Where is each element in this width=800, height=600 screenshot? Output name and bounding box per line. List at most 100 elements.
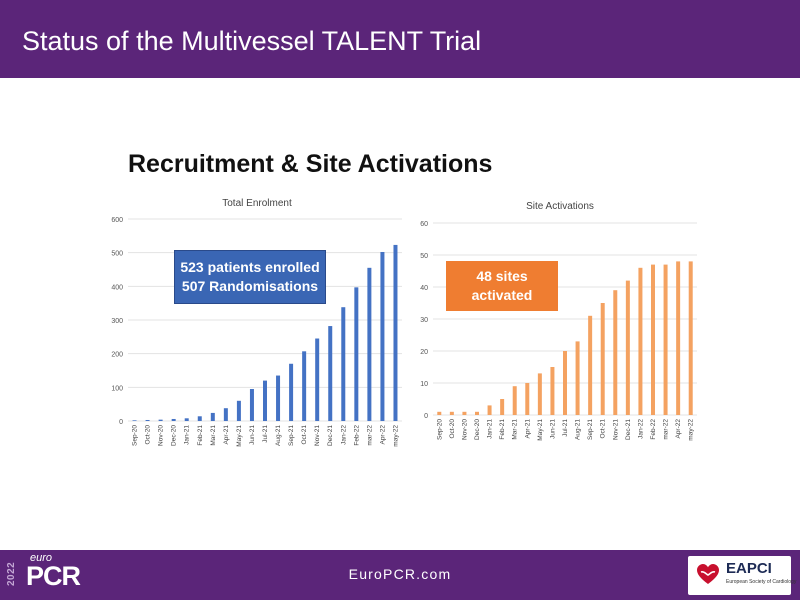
eapci-subtitle: European Society of Cardiology xyxy=(726,579,797,585)
x-tick-label: Mar-21 xyxy=(210,425,217,446)
bar xyxy=(145,419,150,421)
logo-year: 2022 xyxy=(6,561,17,587)
eapci-logo: EAPCI European Society of Cardiology xyxy=(688,556,796,595)
sites-callout-line1: 48 sites xyxy=(476,268,528,284)
bar xyxy=(487,405,492,415)
site-activations-svg: Site Activations 0 10 20 30 40 50 60 Sep-20 Oct-2… xyxy=(420,201,697,441)
footer-bar: EuroPCR.com xyxy=(0,550,800,600)
bar xyxy=(302,351,307,421)
bar xyxy=(328,326,333,421)
bar xyxy=(158,419,163,421)
bar xyxy=(613,290,618,415)
bar xyxy=(437,411,442,415)
bar xyxy=(249,389,254,421)
bar xyxy=(575,341,580,415)
y-tick-label: 20 xyxy=(420,349,428,356)
x-tick-label: Oct-21 xyxy=(301,425,308,445)
sites-callout-line2: activated xyxy=(471,287,533,303)
total-enrolment-chart: Total Enrolment 0 100 200 300 400 500 600 Sep-20… xyxy=(95,192,415,464)
bar xyxy=(475,411,479,415)
x-tick-label: Nov-21 xyxy=(612,419,619,440)
logo-euro-text: euro xyxy=(30,552,53,564)
bar xyxy=(210,412,215,421)
enrolment-callout-line1: 523 patients enrolled xyxy=(180,259,320,275)
bar xyxy=(276,375,281,421)
x-tick-label: mar-22 xyxy=(366,425,373,446)
x-tick-label: Apr-21 xyxy=(524,419,531,439)
bar xyxy=(171,418,176,421)
x-tick-label: Feb-21 xyxy=(499,419,506,440)
x-tick-label: Feb-22 xyxy=(353,425,360,446)
slide-title: Status of the Multivessel TALENT Trial xyxy=(22,26,482,56)
bar xyxy=(688,261,693,415)
x-tick-label: Oct-20 xyxy=(449,419,456,439)
x-tick-label: Oct-20 xyxy=(145,425,152,445)
x-tick-label: Sep-20 xyxy=(436,419,443,440)
heart-icon xyxy=(697,564,719,584)
x-tick-label: may-22 xyxy=(392,425,399,447)
bar xyxy=(588,315,593,415)
x-tick-label: Dec-20 xyxy=(171,425,178,446)
x-tick-label: Dec-21 xyxy=(625,419,632,440)
x-tick-label: Apr-21 xyxy=(223,425,230,445)
bar xyxy=(663,264,668,415)
y-tick-label: 10 xyxy=(420,381,428,388)
bar xyxy=(354,287,359,421)
y-tick-label: 40 xyxy=(420,285,428,292)
bar xyxy=(236,400,241,421)
eapci-name: EAPCI xyxy=(726,560,772,577)
y-tick-label: 400 xyxy=(111,284,123,291)
x-tick-label: Jul-21 xyxy=(262,425,269,443)
x-tick-label: Jan-22 xyxy=(340,425,347,445)
bar xyxy=(449,411,454,415)
bar xyxy=(197,416,202,421)
y-tick-label: 300 xyxy=(111,318,123,325)
bar xyxy=(563,351,567,415)
x-tick-label: Apr-22 xyxy=(379,425,386,445)
bar xyxy=(500,399,505,415)
enrolment-callout: 523 patients enrolled 507 Randomisations xyxy=(174,250,326,304)
x-tick-label: Jan-21 xyxy=(487,419,494,439)
bar xyxy=(537,373,542,415)
y-tick-label: 500 xyxy=(111,251,123,258)
total-enrolment-svg: Total Enrolment 0 100 200 300 400 500 600 Sep-20… xyxy=(111,198,402,447)
bar xyxy=(600,303,605,415)
footer-url: EuroPCR.com xyxy=(348,566,452,582)
x-tick-label: Nov-20 xyxy=(461,419,468,440)
x-tick-label: Feb-22 xyxy=(650,419,657,440)
bar xyxy=(651,264,655,415)
bar xyxy=(223,408,228,421)
y-tick-label: 50 xyxy=(420,253,428,260)
y-tick-label: 0 xyxy=(119,419,123,426)
bar xyxy=(550,367,555,415)
x-tick-label: Feb-21 xyxy=(197,425,204,446)
x-tick-label: May-21 xyxy=(236,425,243,447)
x-tick-label: Mar-21 xyxy=(512,419,519,440)
bar xyxy=(512,386,517,415)
x-tick-label: mar-22 xyxy=(663,419,670,440)
x-tick-label: Sep-21 xyxy=(288,425,295,446)
sites-callout: 48 sites activated xyxy=(446,261,558,311)
x-tick-label: Jun-21 xyxy=(249,425,256,445)
logo-pcr-text: PCR xyxy=(26,561,81,591)
x-tick-label: Jul-21 xyxy=(562,419,569,437)
bar xyxy=(525,383,530,415)
chart-title: Total Enrolment xyxy=(222,198,292,209)
x-tick-label: Jan-22 xyxy=(637,419,644,439)
x-tick-label: Sep-21 xyxy=(587,419,594,440)
x-tick-label: Jun-21 xyxy=(549,419,556,439)
y-tick-label: 0 xyxy=(424,413,428,420)
bar xyxy=(380,251,385,421)
chart-title: Site Activations xyxy=(526,201,594,212)
header-bar: Status of the Multivessel TALENT Trial xyxy=(0,0,800,78)
x-tick-label: Aug-21 xyxy=(575,419,582,440)
x-tick-label: may-22 xyxy=(688,419,695,441)
bar xyxy=(676,261,681,415)
x-tick-label: Jan-21 xyxy=(184,425,191,445)
x-tick-label: May-21 xyxy=(537,419,544,441)
y-tick-label: 60 xyxy=(420,221,428,228)
x-tick-label: Nov-21 xyxy=(314,425,321,446)
x-tick-label: Nov-20 xyxy=(158,425,165,446)
bar xyxy=(638,267,643,415)
bar xyxy=(341,307,346,421)
